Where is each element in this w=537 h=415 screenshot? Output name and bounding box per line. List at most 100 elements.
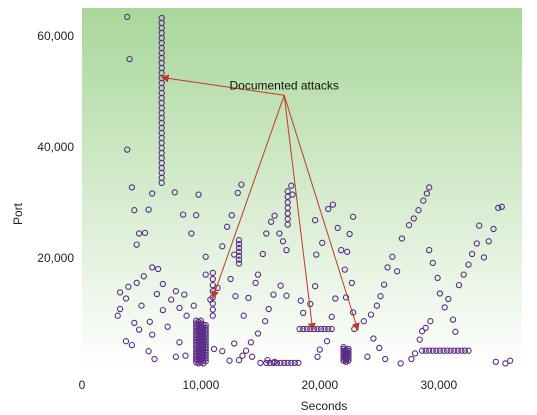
data-point <box>328 313 335 320</box>
annotation-arrow <box>283 95 360 332</box>
data-point <box>311 217 319 224</box>
data-point <box>202 253 209 260</box>
data-point <box>145 348 152 355</box>
data-point <box>465 261 472 268</box>
data-point <box>263 230 270 237</box>
cluster-point <box>202 324 209 332</box>
data-point <box>367 311 375 318</box>
data-point <box>149 331 156 338</box>
data-point <box>128 341 136 349</box>
data-point <box>423 190 431 197</box>
cluster-point <box>465 347 472 354</box>
data-point <box>277 282 284 289</box>
cluster-point <box>288 359 295 367</box>
data-point <box>490 225 497 233</box>
cluster-point <box>209 269 216 277</box>
data-point <box>126 55 133 63</box>
data-point <box>288 182 295 189</box>
cluster-point <box>328 325 335 333</box>
data-point <box>151 355 158 363</box>
cluster-point <box>209 281 216 289</box>
x-axis-title: Seconds <box>301 399 348 413</box>
data-point <box>445 295 452 303</box>
data-point <box>257 359 264 367</box>
data-point <box>370 335 377 342</box>
data-point <box>235 356 243 364</box>
data-point <box>364 353 371 360</box>
data-point <box>227 275 234 283</box>
data-point <box>476 222 483 229</box>
data-point <box>114 312 121 319</box>
cluster-point <box>345 355 352 362</box>
data-point <box>131 207 138 214</box>
data-point <box>168 296 175 303</box>
cluster-point <box>325 325 332 333</box>
cluster-point <box>202 321 209 329</box>
cluster-point <box>209 275 216 283</box>
data-point <box>380 281 388 288</box>
data-point <box>223 223 231 230</box>
data-point <box>210 345 218 353</box>
data-point <box>179 211 187 218</box>
data-point <box>183 312 190 319</box>
data-point <box>311 283 319 290</box>
data-point <box>360 318 367 325</box>
cluster-point <box>209 300 216 307</box>
data-point <box>226 357 233 364</box>
y-tick-label: 40,000 <box>37 140 74 154</box>
data-point <box>276 230 283 237</box>
data-point <box>408 355 415 363</box>
cluster-point <box>345 353 352 360</box>
data-point <box>410 215 417 222</box>
data-point <box>398 235 406 242</box>
data-point <box>135 230 143 237</box>
data-point <box>259 250 266 258</box>
data-point <box>116 289 124 296</box>
data-point <box>135 326 143 333</box>
data-point <box>245 294 252 302</box>
cluster-point <box>418 347 426 354</box>
data-point <box>429 259 436 267</box>
data-point <box>153 290 161 298</box>
data-point <box>297 297 304 304</box>
annotation-arrow <box>211 95 285 299</box>
cluster-point <box>235 260 243 267</box>
data-point <box>349 213 357 220</box>
data-point <box>254 330 262 337</box>
data-point <box>405 222 413 229</box>
data-point <box>172 353 180 360</box>
cluster-point <box>436 347 444 354</box>
data-point <box>171 189 178 196</box>
data-point <box>159 280 167 288</box>
data-point <box>283 246 290 254</box>
y-axis-title: Port <box>11 202 25 225</box>
data-point <box>397 360 404 367</box>
data-point <box>159 306 167 314</box>
cluster-point <box>426 347 433 354</box>
cluster-point <box>451 347 458 354</box>
data-points <box>114 13 514 367</box>
data-point <box>498 203 505 210</box>
data-point <box>480 254 488 261</box>
cluster-point <box>345 347 352 355</box>
data-point <box>116 305 124 313</box>
data-point <box>389 253 396 260</box>
cluster-point <box>317 325 325 333</box>
data-point <box>279 238 287 245</box>
x-tick-label: 30,000 <box>420 378 457 392</box>
data-point <box>455 281 463 289</box>
data-point <box>239 352 246 359</box>
data-point <box>176 304 183 312</box>
x-tick-label: 0 <box>79 378 86 392</box>
data-point <box>124 13 131 21</box>
data-point <box>131 319 138 327</box>
cluster-point <box>345 349 352 357</box>
data-point <box>485 238 492 245</box>
data-point <box>411 350 419 357</box>
data-point <box>271 212 278 219</box>
data-point <box>332 295 339 302</box>
cluster-point <box>235 252 243 259</box>
data-point <box>145 206 152 213</box>
data-point <box>420 197 427 204</box>
